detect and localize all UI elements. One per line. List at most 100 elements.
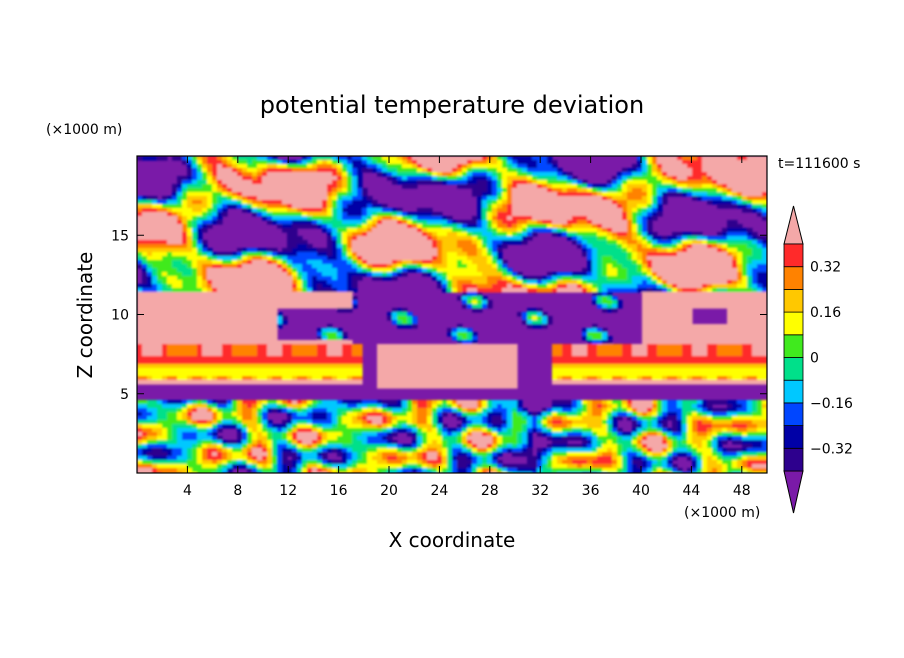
field-cell: [242, 344, 248, 349]
field-cell: [192, 268, 198, 273]
field-cell: [187, 352, 193, 357]
field-cell: [172, 228, 178, 233]
field-cell: [202, 256, 208, 261]
field-cell: [532, 208, 538, 213]
field-cell: [727, 312, 733, 317]
field-cell: [592, 188, 598, 193]
field-cell: [532, 164, 538, 169]
field-cell: [602, 304, 608, 309]
field-cell: [622, 352, 628, 357]
field-cell: [327, 160, 333, 165]
field-cell: [172, 328, 178, 333]
field-cell: [372, 208, 378, 213]
field-cell: [342, 300, 348, 305]
field-cell: [537, 208, 543, 213]
field-cell: [277, 296, 283, 301]
field-cell: [192, 336, 198, 341]
field-cell: [597, 260, 603, 265]
field-cell: [137, 252, 143, 257]
field-cell: [217, 352, 223, 357]
field-cell: [307, 184, 313, 189]
field-cell: [262, 328, 268, 333]
field-cell: [142, 220, 148, 225]
field-cell: [257, 192, 263, 197]
field-cell: [317, 180, 323, 185]
field-cell: [502, 280, 508, 285]
field-cell: [672, 300, 678, 305]
field-cell: [652, 272, 658, 277]
field-cell: [152, 256, 158, 261]
field-cell: [167, 364, 173, 369]
field-cell: [582, 348, 588, 353]
field-cell: [667, 300, 673, 305]
field-cell: [367, 252, 373, 257]
field-cell: [172, 236, 178, 241]
field-cell: [492, 280, 498, 285]
field-cell: [602, 280, 608, 285]
field-cell: [212, 200, 218, 205]
field-cell: [372, 156, 378, 161]
field-cell: [527, 180, 533, 185]
field-cell: [462, 268, 468, 273]
field-cell: [402, 160, 408, 165]
field-cell: [267, 208, 273, 213]
field-cell: [617, 268, 623, 273]
field-cell: [737, 236, 743, 241]
field-cell: [432, 248, 438, 253]
field-cell: [142, 208, 148, 213]
field-cell: [727, 204, 733, 209]
field-cell: [527, 156, 533, 161]
field-cell: [472, 264, 478, 269]
field-cell: [197, 280, 203, 285]
field-cell: [492, 244, 498, 249]
field-cell: [442, 220, 448, 225]
field-cell: [382, 276, 388, 281]
field-cell: [752, 180, 758, 185]
field-cell: [237, 352, 243, 357]
field-cell: [167, 312, 173, 317]
field-cell: [187, 336, 193, 341]
field-cell: [357, 172, 363, 177]
field-cell: [207, 300, 213, 305]
field-cell: [747, 288, 753, 293]
field-cell: [692, 296, 698, 301]
field-cell: [672, 156, 678, 161]
field-cell: [322, 256, 328, 261]
field-cell: [197, 364, 203, 369]
field-cell: [327, 352, 333, 357]
field-cell: [682, 344, 688, 349]
field-cell: [262, 184, 268, 189]
field-cell: [577, 188, 583, 193]
field-cell: [277, 176, 283, 181]
field-cell: [237, 184, 243, 189]
field-cell: [237, 304, 243, 309]
field-cell: [262, 260, 268, 265]
field-cell: [582, 280, 588, 285]
field-cell: [607, 288, 613, 293]
field-cell: [257, 364, 263, 369]
field-cell: [732, 320, 738, 325]
field-cell: [297, 176, 303, 181]
field-cell: [672, 232, 678, 237]
field-cell: [572, 276, 578, 281]
field-cell: [362, 168, 368, 173]
field-cell: [477, 164, 483, 169]
field-cell: [727, 360, 733, 365]
field-cell: [262, 200, 268, 205]
field-cell: [627, 276, 633, 281]
field-cell: [147, 196, 153, 201]
field-cell: [527, 196, 533, 201]
field-cell: [287, 180, 293, 185]
field-cell: [142, 236, 148, 241]
field-cell: [737, 312, 743, 317]
field-cell: [292, 248, 298, 253]
field-cell: [747, 312, 753, 317]
field-cell: [747, 156, 753, 161]
field-cell: [387, 240, 393, 245]
field-cell: [662, 276, 668, 281]
field-cell: [167, 196, 173, 201]
field-cell: [227, 280, 233, 285]
field-cell: [412, 356, 418, 361]
field-cell: [282, 352, 288, 357]
field-cell: [142, 264, 148, 269]
